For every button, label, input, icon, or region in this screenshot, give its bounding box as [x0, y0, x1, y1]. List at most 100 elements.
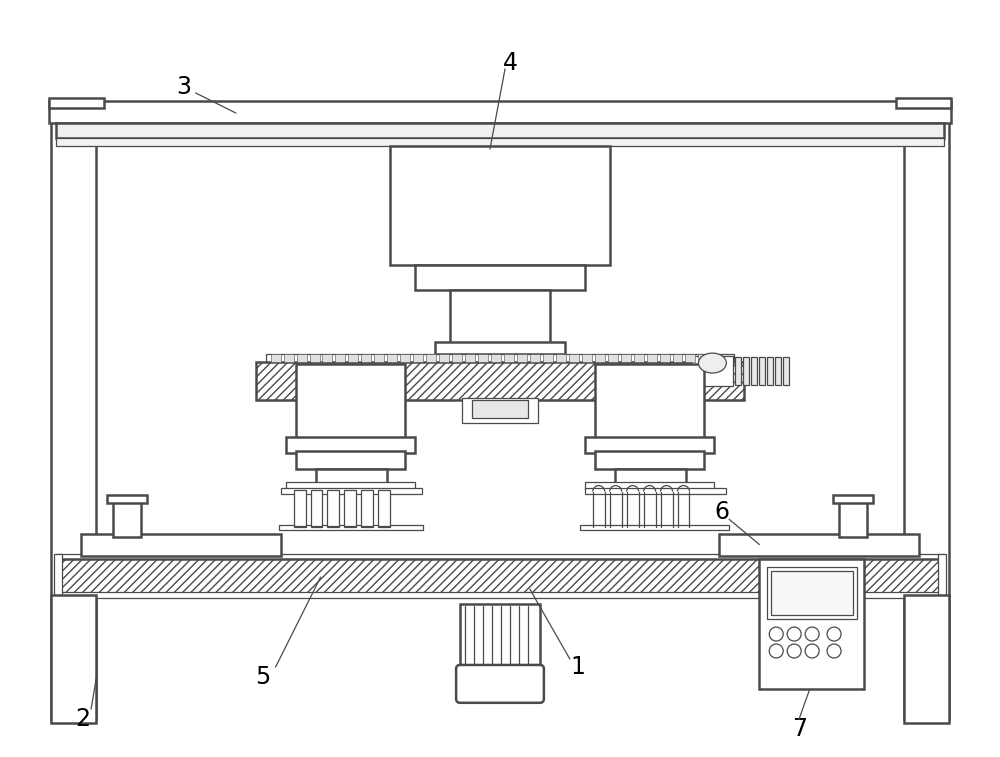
- Bar: [491, 354, 501, 362]
- Bar: [361, 354, 371, 362]
- Bar: [783, 357, 789, 385]
- Bar: [478, 354, 488, 362]
- Bar: [426, 354, 436, 362]
- Bar: [279, 525, 423, 531]
- Bar: [608, 354, 618, 362]
- Bar: [719, 534, 919, 556]
- Bar: [450, 291, 550, 345]
- Bar: [390, 146, 610, 266]
- Bar: [735, 357, 741, 385]
- Bar: [113, 500, 141, 537]
- Bar: [56, 123, 944, 138]
- Bar: [582, 354, 592, 362]
- Bar: [585, 437, 714, 453]
- Bar: [439, 354, 449, 362]
- Bar: [585, 481, 714, 490]
- Bar: [415, 266, 585, 291]
- Bar: [621, 354, 631, 362]
- Bar: [56, 554, 944, 562]
- Bar: [296, 364, 405, 439]
- Bar: [615, 469, 686, 484]
- Ellipse shape: [698, 353, 726, 373]
- Bar: [595, 354, 605, 362]
- Bar: [751, 357, 757, 385]
- Bar: [56, 138, 944, 146]
- Text: 7: 7: [792, 717, 807, 740]
- Bar: [759, 357, 765, 385]
- Bar: [310, 354, 320, 362]
- Circle shape: [827, 627, 841, 641]
- Bar: [452, 354, 462, 362]
- Text: 6: 6: [714, 500, 729, 524]
- Circle shape: [787, 644, 801, 658]
- Bar: [595, 364, 704, 439]
- Bar: [311, 490, 322, 528]
- Circle shape: [827, 644, 841, 658]
- Bar: [465, 354, 475, 362]
- Bar: [107, 494, 147, 503]
- Circle shape: [805, 627, 819, 641]
- Bar: [374, 354, 384, 362]
- Bar: [284, 354, 294, 362]
- Bar: [580, 525, 729, 531]
- Bar: [286, 481, 415, 490]
- Bar: [938, 554, 946, 598]
- Bar: [839, 500, 867, 537]
- Bar: [413, 354, 423, 362]
- Bar: [634, 354, 644, 362]
- Text: 5: 5: [255, 665, 270, 689]
- Bar: [49, 101, 951, 123]
- Text: 4: 4: [502, 51, 517, 75]
- Bar: [435, 342, 565, 354]
- Bar: [833, 494, 873, 503]
- Bar: [296, 450, 405, 469]
- Bar: [344, 490, 356, 528]
- Bar: [743, 357, 749, 385]
- Circle shape: [769, 627, 783, 641]
- Bar: [767, 567, 857, 619]
- Bar: [595, 450, 704, 469]
- Circle shape: [769, 644, 783, 658]
- Bar: [294, 490, 306, 528]
- Circle shape: [787, 627, 801, 641]
- Bar: [896, 98, 951, 108]
- Text: 2: 2: [76, 707, 91, 731]
- Text: 1: 1: [570, 655, 585, 679]
- Bar: [378, 490, 390, 528]
- Bar: [286, 437, 415, 453]
- Bar: [556, 354, 566, 362]
- Bar: [51, 595, 96, 723]
- Bar: [49, 98, 104, 108]
- Bar: [387, 354, 397, 362]
- Bar: [504, 354, 514, 362]
- Bar: [460, 604, 540, 672]
- Bar: [281, 488, 422, 494]
- Bar: [698, 354, 708, 362]
- Bar: [462, 398, 538, 423]
- Bar: [685, 354, 695, 362]
- Bar: [361, 490, 373, 528]
- Bar: [256, 362, 744, 400]
- Bar: [904, 101, 949, 718]
- Bar: [56, 559, 944, 594]
- Bar: [767, 357, 773, 385]
- Bar: [271, 354, 281, 362]
- Bar: [904, 595, 949, 723]
- Bar: [691, 356, 733, 386]
- Bar: [472, 400, 528, 418]
- Bar: [530, 354, 540, 362]
- Bar: [400, 354, 410, 362]
- Bar: [266, 354, 734, 366]
- FancyBboxPatch shape: [456, 665, 544, 702]
- Bar: [775, 357, 781, 385]
- Bar: [673, 354, 682, 362]
- Bar: [771, 572, 853, 615]
- Bar: [569, 354, 579, 362]
- Bar: [585, 488, 726, 494]
- Bar: [543, 354, 553, 362]
- Bar: [327, 490, 339, 528]
- Bar: [660, 354, 670, 362]
- Bar: [759, 559, 864, 689]
- Text: 3: 3: [176, 75, 191, 99]
- Bar: [297, 354, 307, 362]
